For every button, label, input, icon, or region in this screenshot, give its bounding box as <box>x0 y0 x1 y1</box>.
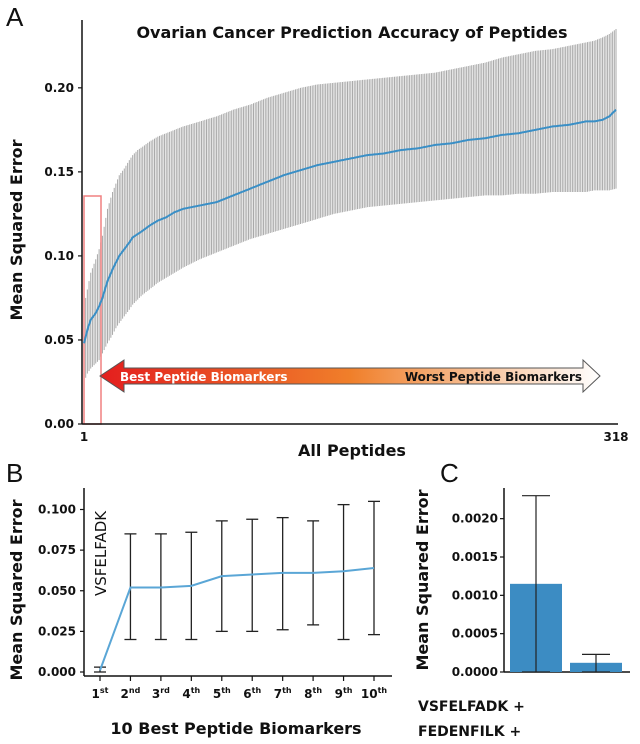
chart-b-x-tick-label: 10th <box>361 686 388 701</box>
chart-a-title: Ovarian Cancer Prediction Accuracy of Pe… <box>136 23 567 42</box>
chart-b-x-tick-label: 6th <box>243 686 261 701</box>
chart-c-y-tick-label: 0.0020 <box>452 512 498 526</box>
chart-c-y-tick-label: 0.0005 <box>452 627 498 641</box>
panel-label-c: C <box>440 458 459 488</box>
chart-b-y-tick-label: 0.100 <box>38 503 76 517</box>
panel-a-chart: Ovarian Cancer Prediction Accuracy of Pe… <box>7 20 629 460</box>
chart-a-y-tick-label: 0.05 <box>44 333 74 347</box>
chart-b-x-tick-label: 2nd <box>121 686 141 701</box>
chart-a-x-label: All Peptides <box>298 441 406 460</box>
chart-c-category-2: FEDENFILK + <box>418 724 521 740</box>
panel-label-b: B <box>6 458 23 488</box>
chart-a-y-label: Mean Squared Error <box>7 139 26 320</box>
chart-b-x-tick-label: 7th <box>274 686 292 701</box>
chart-a-worst-label: Worst Peptide Biomarkers <box>405 370 582 384</box>
chart-b-y-tick-label: 0.050 <box>38 584 76 598</box>
chart-b-x-label: 10 Best Peptide Biomarkers <box>110 719 361 738</box>
chart-a-best-label: Best Peptide Biomarkers <box>120 370 288 384</box>
chart-c-category-1: VSFELFADK + <box>418 699 525 715</box>
chart-a-y-tick-label: 0.15 <box>44 165 74 179</box>
chart-a-mean-line <box>83 108 617 344</box>
chart-a-y-tick-label: 0.00 <box>44 417 74 431</box>
chart-c-y-tick-label: 0.0000 <box>452 665 498 679</box>
chart-b-x-tick-label: 1st <box>92 686 109 701</box>
chart-b-x-tick-label: 5th <box>213 686 231 701</box>
chart-a-x-tick-first: 1 <box>80 430 88 444</box>
chart-c-bars <box>510 495 622 673</box>
panel-b-chart: 0.000 0.025 0.050 0.075 0.100 1st 2nd 3rd 4th 5t… <box>7 488 392 738</box>
chart-c-y-ticks: 0.0000 0.0005 0.0010 0.0015 0.0020 <box>452 512 504 679</box>
chart-b-y-ticks: 0.000 0.025 0.050 0.075 0.100 <box>38 503 84 679</box>
chart-a-y-tick-label: 0.10 <box>44 249 74 263</box>
chart-a-error-bars <box>83 29 617 382</box>
chart-b-y-tick-label: 0.075 <box>38 543 76 557</box>
chart-b-x-tick-label: 3rd <box>152 686 170 701</box>
panel-c-chart: 0.0000 0.0005 0.0010 0.0015 0.0020 Mean Squa… <box>413 488 630 740</box>
chart-a-y-tick-label: 0.20 <box>44 81 74 95</box>
panel-label-a: A <box>6 2 24 32</box>
chart-c-y-tick-label: 0.0015 <box>452 550 498 564</box>
chart-b-annotation: VSFELFADK <box>92 510 110 596</box>
chart-b-y-label: Mean Squared Error <box>7 499 26 680</box>
chart-b-x-tick-label: 4th <box>182 686 200 701</box>
chart-b-x-tick-label: 8th <box>304 686 322 701</box>
chart-b-mean-line <box>99 567 375 671</box>
chart-b-y-tick-label: 0.025 <box>38 624 76 638</box>
chart-c-y-tick-label: 0.0010 <box>452 588 498 602</box>
chart-a-gradient-arrow <box>99 358 601 394</box>
chart-c-y-label: Mean Squared Error <box>413 489 432 670</box>
chart-b-y-tick-label: 0.000 <box>38 665 76 679</box>
chart-a-y-ticks: 0.00 0.05 0.10 0.15 0.20 <box>44 81 82 431</box>
chart-a-x-tick-last: 318 <box>603 430 628 444</box>
chart-b-x-tick-label: 9th <box>335 686 353 701</box>
chart-b-x-ticks: 1st 2nd 3rd 4th 5th 6th 7th 8th 9th 10th <box>92 676 388 701</box>
